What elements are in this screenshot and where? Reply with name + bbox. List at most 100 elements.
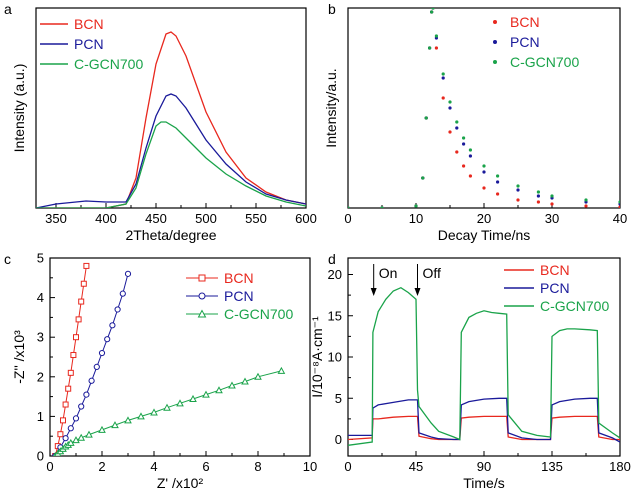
annotation-label: On [379, 265, 398, 281]
series-c-gcn700-point [536, 190, 541, 194]
series-pcn-point [109, 322, 116, 329]
series-bcn-point [482, 186, 486, 190]
x-tick-label: 0 [344, 459, 351, 474]
series-bcn-point [67, 369, 74, 376]
series-pcn-point [455, 126, 459, 130]
series-bcn-point [434, 46, 438, 50]
series-pcn-point [482, 170, 486, 174]
x-tick-label: 400 [95, 211, 117, 226]
series-c-gcn700-point [189, 394, 197, 402]
series-pcn-point [104, 336, 111, 343]
y-tick-label: 20 [328, 267, 342, 282]
series-bcn-point [584, 204, 588, 208]
legend-pcn-label: PCN [74, 36, 104, 52]
series-pcn-point [496, 180, 500, 184]
series-pcn-point [114, 306, 121, 313]
series-bcn-point [496, 192, 500, 196]
series-c-gcn700-point [66, 438, 75, 446]
series-c-gcn700-line [36, 121, 306, 208]
series-pcn-point [441, 76, 445, 80]
series-c-gcn700-point [468, 148, 472, 152]
x-axis-label: Decay Time/ns [438, 227, 531, 243]
legend-bcn-marker [198, 274, 206, 282]
panel-a: a 350 400 450 500 550 600 2Theta/degree Intensit… [4, 1, 317, 243]
x-tick-label: 10 [409, 211, 423, 226]
series-pcn-point [72, 415, 80, 422]
y-axis-label: Intensity/a.u. [323, 68, 339, 147]
series-c-gcn700-point [462, 136, 466, 140]
x-tick-label: 6 [202, 459, 209, 474]
legend-c-gcn700-label: C-GCN700 [74, 56, 143, 72]
legend-bcn-label: BCN [224, 270, 254, 286]
plot-area [348, 8, 620, 208]
series-bcn-point [62, 401, 69, 408]
x-tick-label: 600 [295, 211, 317, 226]
series-pcn-point [516, 188, 520, 192]
legend-c-gcn700-label: C-GCN700 [510, 54, 579, 70]
series-c-gcn700-point [163, 403, 171, 411]
series-c-gcn700-point [72, 436, 80, 444]
plot-area [52, 262, 286, 456]
y-tick-label: 1 [37, 409, 44, 424]
series-c-gcn700-point [584, 198, 588, 202]
series-c-gcn700-point [124, 416, 132, 424]
series-bcn-line [36, 31, 306, 208]
x-tick-label: 500 [195, 211, 217, 226]
series-c-gcn700-point [428, 46, 432, 50]
series-c-gcn700-point [455, 120, 459, 124]
series-bcn-point [536, 200, 541, 204]
series-c-gcn700-point [414, 204, 418, 208]
legend-pcn-marker [493, 40, 497, 44]
series-c-gcn700-point [421, 176, 425, 180]
y-axis-label: -Z'' /x10³ [11, 330, 27, 384]
series-pcn-point [462, 142, 466, 146]
panel-label-d: d [328, 251, 336, 267]
series-pcn-point [124, 270, 132, 277]
x-tick-label: 10 [303, 459, 317, 474]
series-c-gcn700-point [150, 408, 158, 416]
series-bcn-point [618, 205, 620, 208]
series-c-gcn700-point [618, 200, 620, 204]
series-pcn-line [54, 273, 129, 456]
y-tick-label: 2 [37, 369, 44, 384]
legend: BCN PCN C-GCN700 [504, 262, 609, 314]
series-bcn-line [348, 415, 620, 441]
panel-label-c: c [4, 251, 11, 267]
y-tick-label: 4 [37, 290, 44, 305]
legend-bcn-label: BCN [540, 262, 570, 278]
x-tick-label: 0 [344, 211, 351, 226]
series-bcn-point [73, 334, 79, 341]
series-pcn-point [78, 403, 85, 410]
series-c-gcn700-point [482, 164, 486, 168]
y-axis-label: I/10⁻⁸A·cm⁻¹ [309, 316, 325, 398]
series-pcn-point [62, 435, 69, 442]
panel-c: c 0 2 4 6 8 10 0 1 2 3 4 5 Z' /x10² -Z'' /x10³ BCN PCN C-… [4, 251, 317, 492]
x-axis-label: Time/s [463, 475, 504, 491]
series-c-gcn700-point [430, 10, 434, 14]
series-pcn-point [536, 194, 541, 198]
legend-c-gcn700-marker [493, 60, 497, 64]
x-axis-label: Z' /x10² [157, 475, 204, 491]
legend-bcn-label: BCN [74, 16, 104, 32]
series-c-gcn700-point [441, 72, 445, 76]
series-bcn-point [83, 262, 90, 269]
panel-label-b: b [328, 1, 336, 17]
series-c-gcn700-point [77, 433, 86, 441]
x-tick-label: 135 [541, 459, 563, 474]
series-c-gcn700-point [380, 206, 384, 208]
legend-pcn-label: PCN [540, 280, 570, 296]
series-bcn-point [65, 385, 72, 392]
legend-pcn-label: PCN [224, 288, 254, 304]
series-pcn-point [88, 377, 95, 384]
series-bcn-point [441, 96, 445, 100]
series-bcn-point [80, 280, 87, 287]
series-c-gcn700-point [431, 8, 435, 10]
series-bcn-point [516, 198, 520, 202]
series-pcn-point [448, 106, 452, 110]
series-c-gcn700-point [215, 386, 223, 394]
x-tick-label: 4 [150, 459, 157, 474]
x-tick-label: 45 [409, 459, 423, 474]
series-c-gcn700-point [277, 366, 286, 374]
plot-frame [347, 257, 621, 457]
